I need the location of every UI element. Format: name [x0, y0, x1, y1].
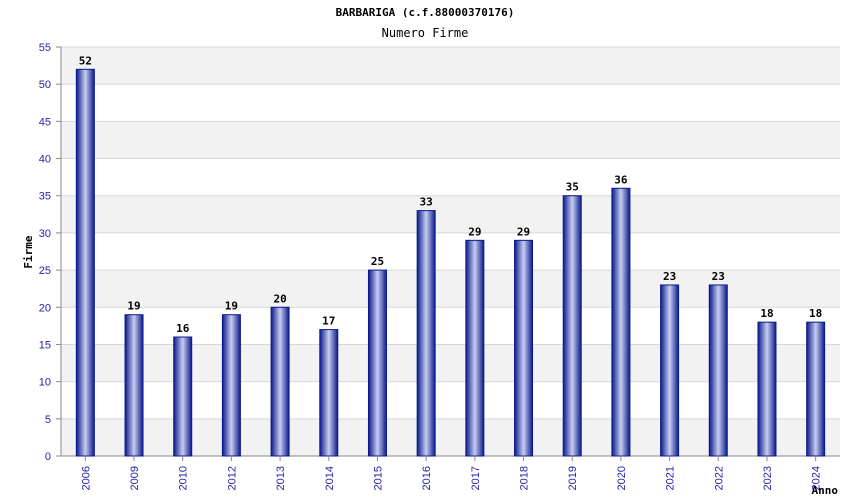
x-tick-label: 2018 — [519, 466, 531, 490]
y-axis-label: Firme — [22, 235, 35, 268]
chart-subtitle: Numero Firme — [381, 26, 469, 40]
x-tick-label: 2023 — [762, 466, 774, 490]
x-tick-label: 2016 — [421, 466, 433, 490]
y-tick-label: 55 — [39, 42, 51, 54]
y-axis-ticks: 0 5 10 15 20 25 30 35 40 45 50 55 — [39, 42, 61, 463]
x-tick-label: 2024 — [811, 466, 823, 490]
data-label-2006: 52 — [79, 54, 92, 67]
data-label-2023: 18 — [760, 307, 773, 320]
x-tick-label: 2006 — [80, 466, 92, 490]
bar-2020 — [611, 187, 631, 457]
bar-2022 — [708, 284, 728, 457]
y-tick-label: 20 — [39, 302, 51, 314]
x-tick-label: 2012 — [226, 466, 238, 490]
grid-band — [61, 195, 840, 233]
x-axis-ticks: 2006 2009 2010 2012 2013 2014 2015 2016 2017 2018… — [80, 456, 823, 490]
x-tick-label: 2015 — [372, 466, 384, 490]
data-label-2010: 16 — [176, 322, 190, 335]
data-label-2021: 23 — [663, 270, 676, 283]
y-tick-label: 40 — [39, 154, 51, 166]
y-tick-label: 5 — [45, 414, 51, 426]
x-tick-label: 2017 — [470, 466, 482, 490]
bar-2013 — [270, 306, 290, 457]
bar-2012 — [221, 314, 241, 457]
data-label-2020: 36 — [614, 173, 628, 186]
data-label-2009: 19 — [127, 300, 140, 313]
bar-2017 — [465, 239, 485, 457]
bar-2019 — [562, 195, 582, 457]
bar-2009 — [124, 314, 144, 457]
x-tick-label: 2021 — [665, 466, 677, 490]
data-label-2017: 29 — [468, 225, 481, 238]
x-tick-label: 2014 — [324, 466, 336, 490]
x-tick-label: 2020 — [616, 466, 628, 490]
y-tick-label: 30 — [39, 228, 51, 240]
grid-band — [61, 121, 840, 159]
grid-band — [61, 47, 840, 85]
data-label-2019: 35 — [566, 181, 579, 194]
data-label-2016: 33 — [420, 196, 433, 209]
y-tick-label: 50 — [39, 79, 51, 91]
x-tick-label: 2010 — [178, 466, 190, 490]
bar-2015 — [367, 269, 387, 457]
bar-2014 — [319, 329, 339, 457]
y-tick-label: 45 — [39, 116, 51, 128]
y-tick-label: 10 — [39, 377, 51, 389]
y-tick-label: 0 — [45, 451, 51, 463]
bar-2016 — [416, 210, 436, 457]
data-label-2012: 19 — [225, 300, 238, 313]
bar-2006 — [75, 68, 95, 457]
data-labels: 52 19 16 19 20 17 25 33 29 29 35 36 23 23 18 18 — [79, 54, 823, 335]
data-label-2014: 17 — [322, 315, 335, 328]
x-tick-label: 2009 — [129, 466, 141, 490]
bars — [75, 68, 826, 457]
chart-title: BARBARIGA (c.f.88000370176) — [335, 6, 515, 19]
bar-2024 — [806, 321, 826, 457]
data-label-2024: 18 — [809, 307, 822, 320]
bar-2021 — [660, 284, 680, 457]
bar-2023 — [757, 321, 777, 457]
x-tick-label: 2022 — [713, 466, 725, 490]
y-tick-label: 35 — [39, 191, 51, 203]
x-tick-label: 2019 — [567, 466, 579, 490]
plot-background-bands — [61, 47, 840, 456]
data-label-2018: 29 — [517, 225, 530, 238]
x-tick-label: 2013 — [275, 466, 287, 490]
data-label-2013: 20 — [273, 292, 286, 305]
bar-2018 — [514, 239, 534, 457]
data-label-2022: 23 — [712, 270, 725, 283]
x-axis-label: Anno — [812, 484, 839, 497]
y-tick-label: 25 — [39, 265, 51, 277]
bar-2010 — [173, 336, 193, 457]
y-tick-label: 15 — [39, 339, 51, 351]
data-label-2015: 25 — [371, 255, 384, 268]
